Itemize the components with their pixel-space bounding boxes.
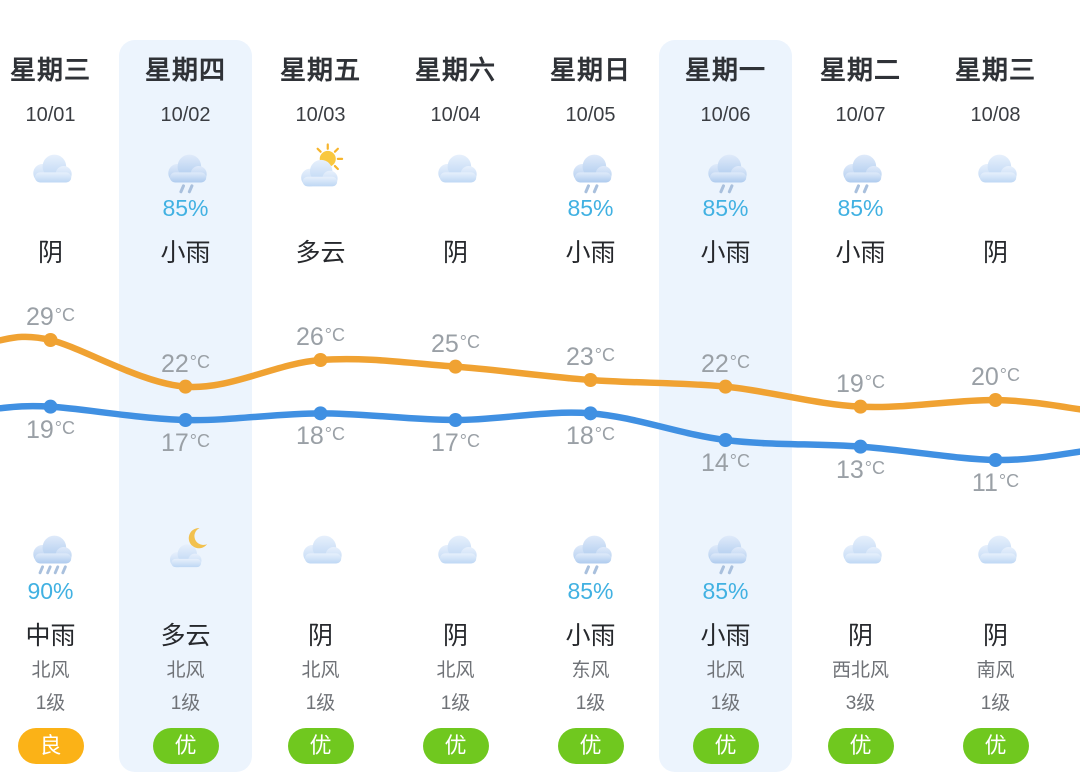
day-precip-chance: 85% [702,195,749,221]
day-condition-label: 小雨 [835,239,886,267]
day-condition-label: 小雨 [565,239,616,267]
forecast-day-column[interactable]: 星期四 10/02 85% 小雨 多云 北风 1级 优 [118,0,253,783]
date-label: 10/03 [295,104,346,126]
rain-cloud-icon [658,142,793,196]
weekday-label: 星期五 [279,55,361,85]
rain-cloud-icon [523,142,658,196]
cloud-icon [928,523,1063,577]
moon-behind-cloud-icon [118,523,253,577]
forecast-day-column[interactable]: 星期二 10/07 85% 小雨 阴 西北风 3级 优 [793,0,928,783]
rain-cloud-icon [793,142,928,196]
wind-direction-label: 北风 [301,660,340,681]
night-condition-label: 阴 [307,622,333,650]
wind-direction-label: 北风 [166,660,205,681]
cloud-icon [388,523,523,577]
day-precip-chance: 85% [837,195,884,221]
aqi-badge: 优 [152,728,219,764]
date-label: 10/05 [565,104,616,126]
date-label: 10/08 [970,104,1021,126]
rain-cloud-icon [523,523,658,577]
wind-level-label: 1级 [170,693,201,714]
night-condition-label: 阴 [847,622,873,650]
forecast-day-column[interactable]: 星期五 10/03 多云 阴 北风 1级 优 [253,0,388,783]
weekday-label: 星期四 [144,55,226,85]
day-condition-label: 阴 [37,239,63,267]
date-label: 10/07 [835,104,886,126]
wind-level-label: 1级 [710,693,741,714]
wind-level-label: 1级 [980,693,1011,714]
forecast-day-column[interactable]: 星期一 10/06 85% 小雨 85% 小雨 北风 1级 优 [658,0,793,783]
rain-cloud-icon [118,142,253,196]
cloud-icon [0,142,118,196]
wind-level-label: 1级 [575,693,606,714]
weekday-label: 星期三 [954,55,1036,85]
sun-behind-cloud-icon [253,142,388,196]
forecast-day-column[interactable]: 星期六 10/04 阴 阴 北风 1级 优 [388,0,523,783]
wind-direction-label: 北风 [31,660,70,681]
date-label: 10/04 [430,104,481,126]
rain-cloud-icon [658,523,793,577]
aqi-badge: 优 [287,728,354,764]
weekday-label: 星期六 [414,55,496,85]
aqi-badge: 优 [557,728,624,764]
cloud-icon [388,142,523,196]
day-condition-label: 多云 [295,239,346,267]
forecast-day-column[interactable]: 星期三 10/01 阴 90% 中雨 北风 1级 良 [0,0,118,783]
date-label: 10/02 [160,104,211,126]
wind-level-label: 1级 [35,693,66,714]
aqi-badge: 优 [422,728,489,764]
aqi-badge: 良 [17,728,84,764]
forecast-day-column[interactable]: 星期日 10/05 85% 小雨 85% 小雨 东风 1级 优 [523,0,658,783]
wind-direction-label: 西北风 [831,660,889,681]
day-condition-label: 小雨 [160,239,211,267]
weekday-label: 星期二 [819,55,901,85]
cloud-icon [928,142,1063,196]
day-precip-chance: 85% [567,195,614,221]
weekday-label: 星期日 [549,55,631,85]
weekday-label: 星期三 [9,55,91,85]
night-condition-label: 阴 [982,622,1008,650]
night-precip-chance: 85% [567,578,614,604]
cloud-icon [793,523,928,577]
day-precip-chance: 85% [162,195,209,221]
wind-direction-label: 南风 [976,660,1015,681]
day-condition-label: 阴 [982,239,1008,267]
night-condition-label: 中雨 [25,622,76,650]
date-label: 10/06 [700,104,751,126]
day-condition-label: 小雨 [700,239,751,267]
weekday-label: 星期一 [684,55,766,85]
heavy-rain-cloud-icon [0,523,118,577]
wind-level-label: 1级 [440,693,471,714]
night-condition-label: 阴 [442,622,468,650]
night-condition-label: 小雨 [700,622,751,650]
day-condition-label: 阴 [442,239,468,267]
aqi-badge: 优 [962,728,1029,764]
date-label: 10/01 [25,104,76,126]
wind-direction-label: 东风 [571,660,610,681]
aqi-badge: 优 [827,728,894,764]
night-precip-chance: 85% [702,578,749,604]
night-condition-label: 小雨 [565,622,616,650]
wind-level-label: 3级 [845,693,876,714]
wind-direction-label: 北风 [706,660,745,681]
wind-direction-label: 北风 [436,660,475,681]
aqi-badge: 优 [692,728,759,764]
wind-level-label: 1级 [305,693,336,714]
forecast-day-column[interactable]: 星期三 10/08 阴 阴 南风 1级 优 [928,0,1063,783]
night-precip-chance: 90% [27,578,74,604]
night-condition-label: 多云 [160,622,211,650]
cloud-icon [253,523,388,577]
